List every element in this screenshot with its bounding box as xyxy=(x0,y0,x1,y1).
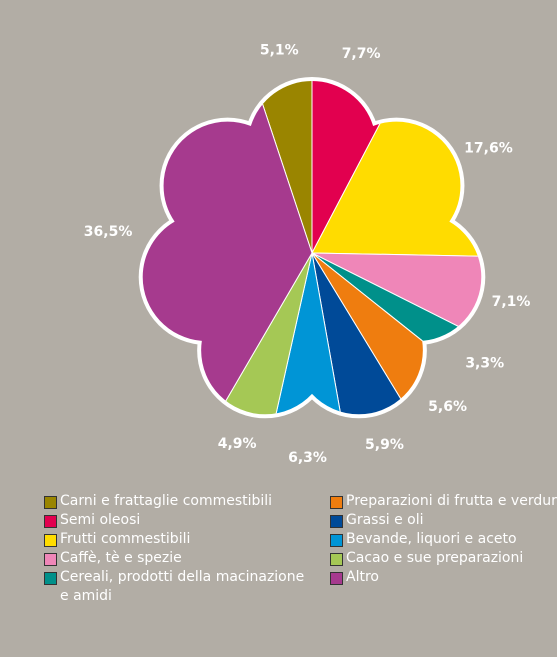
legend-swatch xyxy=(330,534,343,547)
value-label: 7,1% xyxy=(492,294,531,310)
legend-swatch xyxy=(44,515,57,528)
legend-label: Cereali, prodotti della macinazione e am… xyxy=(60,569,305,604)
legend-item: Grassi e oli xyxy=(330,511,424,530)
legend-item: Frutti commestibili xyxy=(44,530,190,549)
legend-item: Bevande, liquori e aceto xyxy=(330,530,517,549)
pie-slice xyxy=(235,81,313,254)
legend-swatch xyxy=(44,553,57,566)
value-label: 4,9% xyxy=(218,436,257,452)
legend-item: Preparazioni di frutta e verdura xyxy=(330,492,557,511)
legend-swatch xyxy=(330,553,343,566)
pie-area: 5,1% 7,7% 17,6% 7,1% 3,3% 5,6% 5,9% 6,3% 4,9% 36,… xyxy=(84,43,531,466)
legend-item: Carni e frattaglie commestibili xyxy=(44,492,272,511)
legend-label: Bevande, liquori e aceto xyxy=(346,531,517,547)
legend-label: Frutti commestibili xyxy=(60,531,191,547)
value-label: 17,6% xyxy=(464,141,513,157)
legend-item: Cacao e sue preparazioni xyxy=(330,549,523,568)
legend-item: Altro xyxy=(330,568,379,587)
legend-label: Preparazioni di frutta e verdura xyxy=(346,493,557,509)
legend-swatch xyxy=(330,496,343,509)
legend-item: Caffè, tè e spezie xyxy=(44,549,182,568)
value-label: 5,1% xyxy=(260,43,299,59)
pie-slice xyxy=(259,252,355,415)
value-label: 5,6% xyxy=(428,399,467,415)
pie-slice xyxy=(142,81,313,415)
legend-swatch xyxy=(330,572,343,585)
value-label: 36,5% xyxy=(84,224,133,240)
legend-item: Cereali, prodotti della macinazione e am… xyxy=(44,568,310,606)
legend-label: Caffè, tè e spezie xyxy=(60,550,182,566)
legend-label: Semi oleosi xyxy=(60,512,141,528)
value-label: 7,7% xyxy=(342,46,381,62)
pie-slice xyxy=(311,252,438,415)
pie-slice xyxy=(190,252,313,415)
legend-swatch xyxy=(330,515,343,528)
value-label: 5,9% xyxy=(365,437,404,453)
legend-label: Grassi e oli xyxy=(346,512,424,528)
value-label: 6,3% xyxy=(288,450,327,466)
legend-swatch xyxy=(44,572,57,585)
legend-swatch xyxy=(44,496,57,509)
pie-slice xyxy=(311,81,482,259)
pie-slice xyxy=(311,252,482,362)
legend-label: Carni e frattaglie commestibili xyxy=(60,493,273,509)
legend-label: Altro xyxy=(346,569,379,585)
legend-swatch xyxy=(44,534,57,547)
value-label: 3,3% xyxy=(465,355,504,371)
pie-slice xyxy=(311,81,425,254)
legend-item: Semi oleosi xyxy=(44,511,140,530)
legend-label: Cacao e sue preparazioni xyxy=(346,550,524,566)
